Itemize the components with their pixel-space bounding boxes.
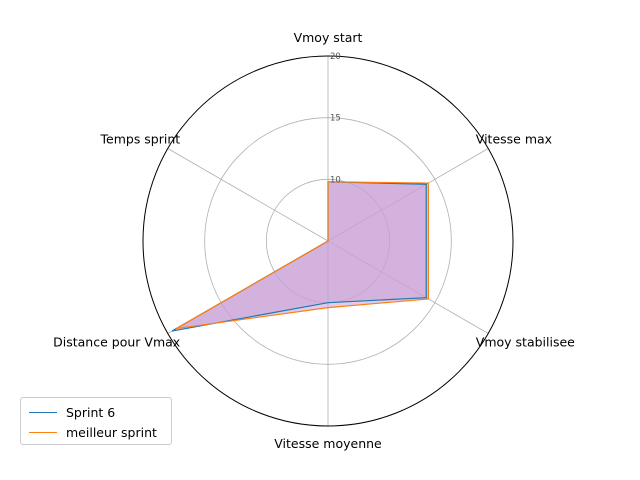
- legend-entry: Sprint 6: [29, 402, 163, 422]
- circular-gridline: [204, 117, 452, 365]
- legend-swatch: [29, 431, 57, 433]
- axis-label: Vmoy start: [294, 30, 363, 45]
- axis-label: Vitesse max: [476, 132, 552, 147]
- radar-series: [171, 181, 430, 332]
- axis-labels: Vmoy start Vitesse max Vmoy stabilisee Vite…: [53, 30, 575, 451]
- axis-label: Vitesse moyenne: [274, 436, 382, 451]
- axis-label: Distance pour Vmax: [53, 335, 180, 350]
- tick-label: 10: [330, 175, 341, 185]
- tick-label: 20: [330, 52, 341, 62]
- legend-label: Sprint 6: [66, 404, 116, 420]
- legend: Sprint 6 meilleur sprint: [20, 397, 172, 445]
- radial-tick-labels: 10 15 20: [330, 52, 341, 185]
- radar-fill: [172, 181, 429, 332]
- legend-label: meilleur sprint: [66, 424, 157, 440]
- legend-swatch: [29, 411, 57, 413]
- radar-frame: [142, 55, 514, 427]
- axis-label: Temps sprint: [100, 132, 181, 147]
- series-line: [176, 181, 430, 330]
- series-area: [176, 181, 429, 329]
- legend-entry: meilleur sprint: [29, 422, 163, 442]
- axis-label: Vmoy stabilisee: [476, 335, 575, 350]
- tick-label: 15: [330, 114, 341, 124]
- radial-gridline: [167, 148, 329, 242]
